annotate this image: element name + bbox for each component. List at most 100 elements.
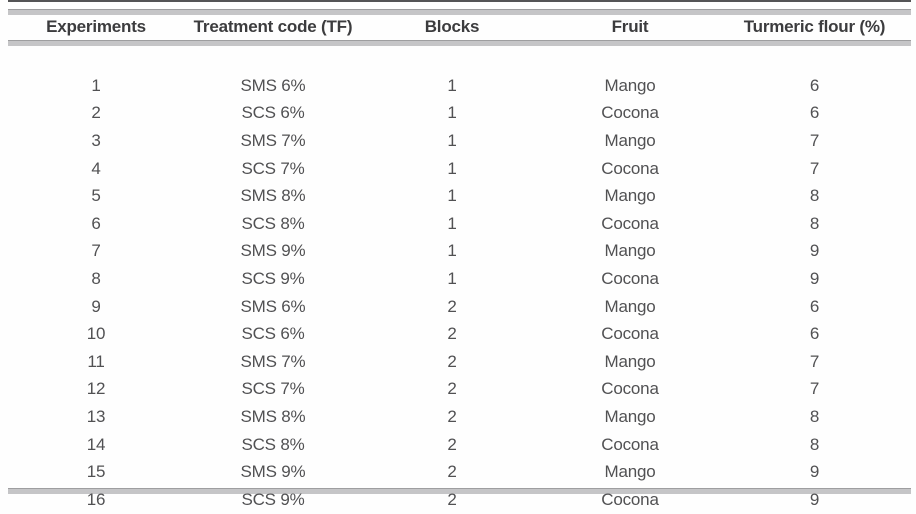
- table-cell: Cocona: [601, 489, 659, 509]
- header-top-rule: [8, 9, 911, 15]
- header-rule-spacer-row: [8, 40, 911, 72]
- table-cell: SCS 8%: [241, 213, 305, 233]
- table-cell: 8: [809, 213, 820, 233]
- table-row: 8 SCS 9% 1 Cocona 9: [8, 265, 911, 293]
- table-cell: 6: [809, 324, 820, 344]
- column-header-experiments: Experiments: [46, 17, 146, 36]
- table-cell: 15: [86, 462, 106, 482]
- table-cell: 2: [447, 379, 457, 399]
- table-cell: 1: [447, 75, 457, 95]
- table-row: 5 SMS 8% 1 Mango 8: [8, 182, 911, 210]
- column-header-treatment-code: Treatment code (TF): [193, 17, 353, 36]
- paper-table-page: Experiments Treatment code (TF) Blocks F…: [8, 0, 911, 509]
- table-row: 3 SMS 7% 1 Mango 7: [8, 127, 911, 155]
- table-cell: SCS 9%: [241, 489, 305, 509]
- table-cell: Mango: [604, 296, 656, 316]
- table-cell: 8: [91, 268, 101, 288]
- table-cell: 2: [447, 351, 457, 371]
- table-cell: 1: [447, 130, 457, 150]
- table-top-border-rule: [8, 0, 911, 2]
- table-cell: Mango: [604, 462, 656, 482]
- table-row: 4 SCS 7% 1 Cocona 7: [8, 155, 911, 183]
- table-cell: 2: [447, 324, 457, 344]
- table-cell: Cocona: [601, 434, 659, 454]
- table-cell: SMS 6%: [240, 75, 306, 95]
- table-row: 15 SMS 9% 2 Mango 9: [8, 458, 911, 486]
- table-cell: 1: [447, 241, 457, 261]
- table-cell: 9: [809, 268, 820, 288]
- table-cell: 7: [809, 351, 820, 371]
- table-cell: SMS 8%: [240, 406, 306, 426]
- table-cell: 6: [809, 296, 820, 316]
- table-cell: 1: [447, 158, 457, 178]
- table-body: 1 SMS 6% 1 Mango 6 2 SCS 6% 1 Cocona 6 3 SMS 7% 1 Man…: [8, 40, 911, 514]
- table-cell: 6: [809, 75, 820, 95]
- table-cell: 8: [809, 186, 820, 206]
- table-cell: 1: [447, 268, 457, 288]
- table-cell: SMS 7%: [240, 130, 306, 150]
- table-cell: Mango: [604, 75, 656, 95]
- table-row: 2 SCS 6% 1 Cocona 6: [8, 100, 911, 128]
- table-cell: 9: [809, 462, 820, 482]
- table-cell: SMS 6%: [240, 296, 306, 316]
- table-row: 6 SCS 8% 1 Cocona 8: [8, 210, 911, 238]
- table-cell: Mango: [604, 241, 656, 261]
- table-cell: SCS 6%: [241, 103, 305, 123]
- table-cell: 7: [809, 379, 820, 399]
- table-cell: 13: [86, 406, 106, 426]
- table-cell: 9: [809, 489, 820, 509]
- table-row: 14 SCS 8% 2 Cocona 8: [8, 431, 911, 459]
- table-cell: Cocona: [601, 268, 659, 288]
- table-cell: 8: [809, 406, 820, 426]
- table-row: 12 SCS 7% 2 Cocona 7: [8, 376, 911, 404]
- table-cell: SMS 9%: [240, 462, 306, 482]
- table-cell: Cocona: [601, 324, 659, 344]
- table-cell: SCS 7%: [241, 379, 305, 399]
- table-row: 10 SCS 6% 2 Cocona 6: [8, 320, 911, 348]
- table-cell: 2: [447, 296, 457, 316]
- table-cell: SCS 8%: [241, 434, 305, 454]
- table-row: 7 SMS 9% 1 Mango 9: [8, 238, 911, 266]
- table-cell: 12: [86, 379, 106, 399]
- table-cell: SCS 7%: [241, 158, 305, 178]
- table-cell: 11: [87, 351, 105, 371]
- table-cell: Cocona: [601, 379, 659, 399]
- table-cell: 8: [809, 434, 820, 454]
- table-cell: 4: [91, 158, 101, 178]
- table-bottom-rule: [8, 488, 911, 494]
- table-cell: 14: [86, 434, 106, 454]
- table-cell: Mango: [604, 130, 656, 150]
- table-row: 13 SMS 8% 2 Mango 8: [8, 403, 911, 431]
- table-row: 11 SMS 7% 2 Mango 7: [8, 348, 911, 376]
- column-header-blocks: Blocks: [424, 17, 480, 36]
- table-cell: 7: [809, 130, 820, 150]
- table-cell: 2: [91, 103, 101, 123]
- header-row: Experiments Treatment code (TF) Blocks F…: [8, 14, 911, 40]
- table-cell: 1: [91, 75, 101, 95]
- table-cell: 5: [91, 186, 101, 206]
- table-cell: 1: [447, 186, 457, 206]
- table-cell: 6: [91, 213, 101, 233]
- table-cell: SMS 9%: [240, 241, 306, 261]
- column-header-fruit: Fruit: [611, 17, 649, 36]
- table-cell: Cocona: [601, 158, 659, 178]
- table-cell: 16: [86, 489, 106, 509]
- table-cell: 7: [809, 158, 820, 178]
- table-row: 16 SCS 9% 2 Cocona 9: [8, 486, 911, 514]
- table-cell: 3: [91, 130, 101, 150]
- table-row: 1 SMS 6% 1 Mango 6: [8, 72, 911, 100]
- table-cell: Mango: [604, 186, 656, 206]
- header-bottom-rule: [8, 40, 911, 46]
- table-cell: 1: [447, 103, 457, 123]
- table-cell: Mango: [604, 351, 656, 371]
- table-cell: 6: [809, 103, 820, 123]
- table-cell: 2: [447, 489, 457, 509]
- table-cell: 2: [447, 434, 457, 454]
- table-cell: 2: [447, 462, 457, 482]
- table-cell: Cocona: [601, 103, 659, 123]
- spacer-cell: [8, 40, 911, 72]
- table-cell: SMS 8%: [240, 186, 306, 206]
- experiments-design-table: Experiments Treatment code (TF) Blocks F…: [8, 14, 911, 514]
- table-cell: Cocona: [601, 213, 659, 233]
- table-cell: 2: [447, 406, 457, 426]
